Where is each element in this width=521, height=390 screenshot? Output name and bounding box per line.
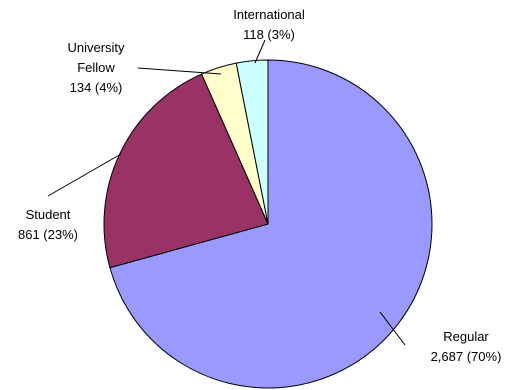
pie-slice-regular — [109, 59, 433, 389]
leader-line-student — [47, 153, 122, 197]
slice-value-regular: 2,687 (70%) — [431, 349, 502, 364]
leader-lines — [47, 39, 406, 346]
slice-label-regular: Regular — [443, 329, 489, 344]
slice-label-university-fellow-line1: University — [67, 40, 125, 55]
leader-line-regular — [379, 311, 406, 346]
pie-slices — [103, 59, 433, 389]
pie-slice-international — [235, 59, 269, 225]
leader-line-international — [254, 39, 266, 64]
slice-label-student: Student — [26, 207, 71, 222]
slice-value-student: 861 (23%) — [18, 227, 78, 242]
slice-value-university-fellow: 134 (4%) — [70, 80, 123, 95]
slice-value-international: 118 (3%) — [243, 27, 295, 42]
pie-slice-student — [103, 73, 269, 269]
slice-label-university-fellow-line2: Fellow — [77, 60, 115, 75]
leader-line-university-fellow — [137, 67, 222, 75]
slice-label-international: International — [233, 7, 305, 22]
